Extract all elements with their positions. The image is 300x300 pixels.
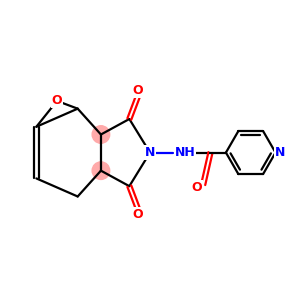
Text: O: O: [133, 84, 143, 97]
Circle shape: [92, 162, 110, 179]
Text: O: O: [52, 94, 62, 107]
Text: NH: NH: [175, 146, 196, 159]
Text: N: N: [274, 146, 285, 159]
Circle shape: [92, 126, 110, 143]
Text: O: O: [133, 208, 143, 221]
Text: O: O: [192, 181, 202, 194]
Text: N: N: [145, 146, 155, 159]
